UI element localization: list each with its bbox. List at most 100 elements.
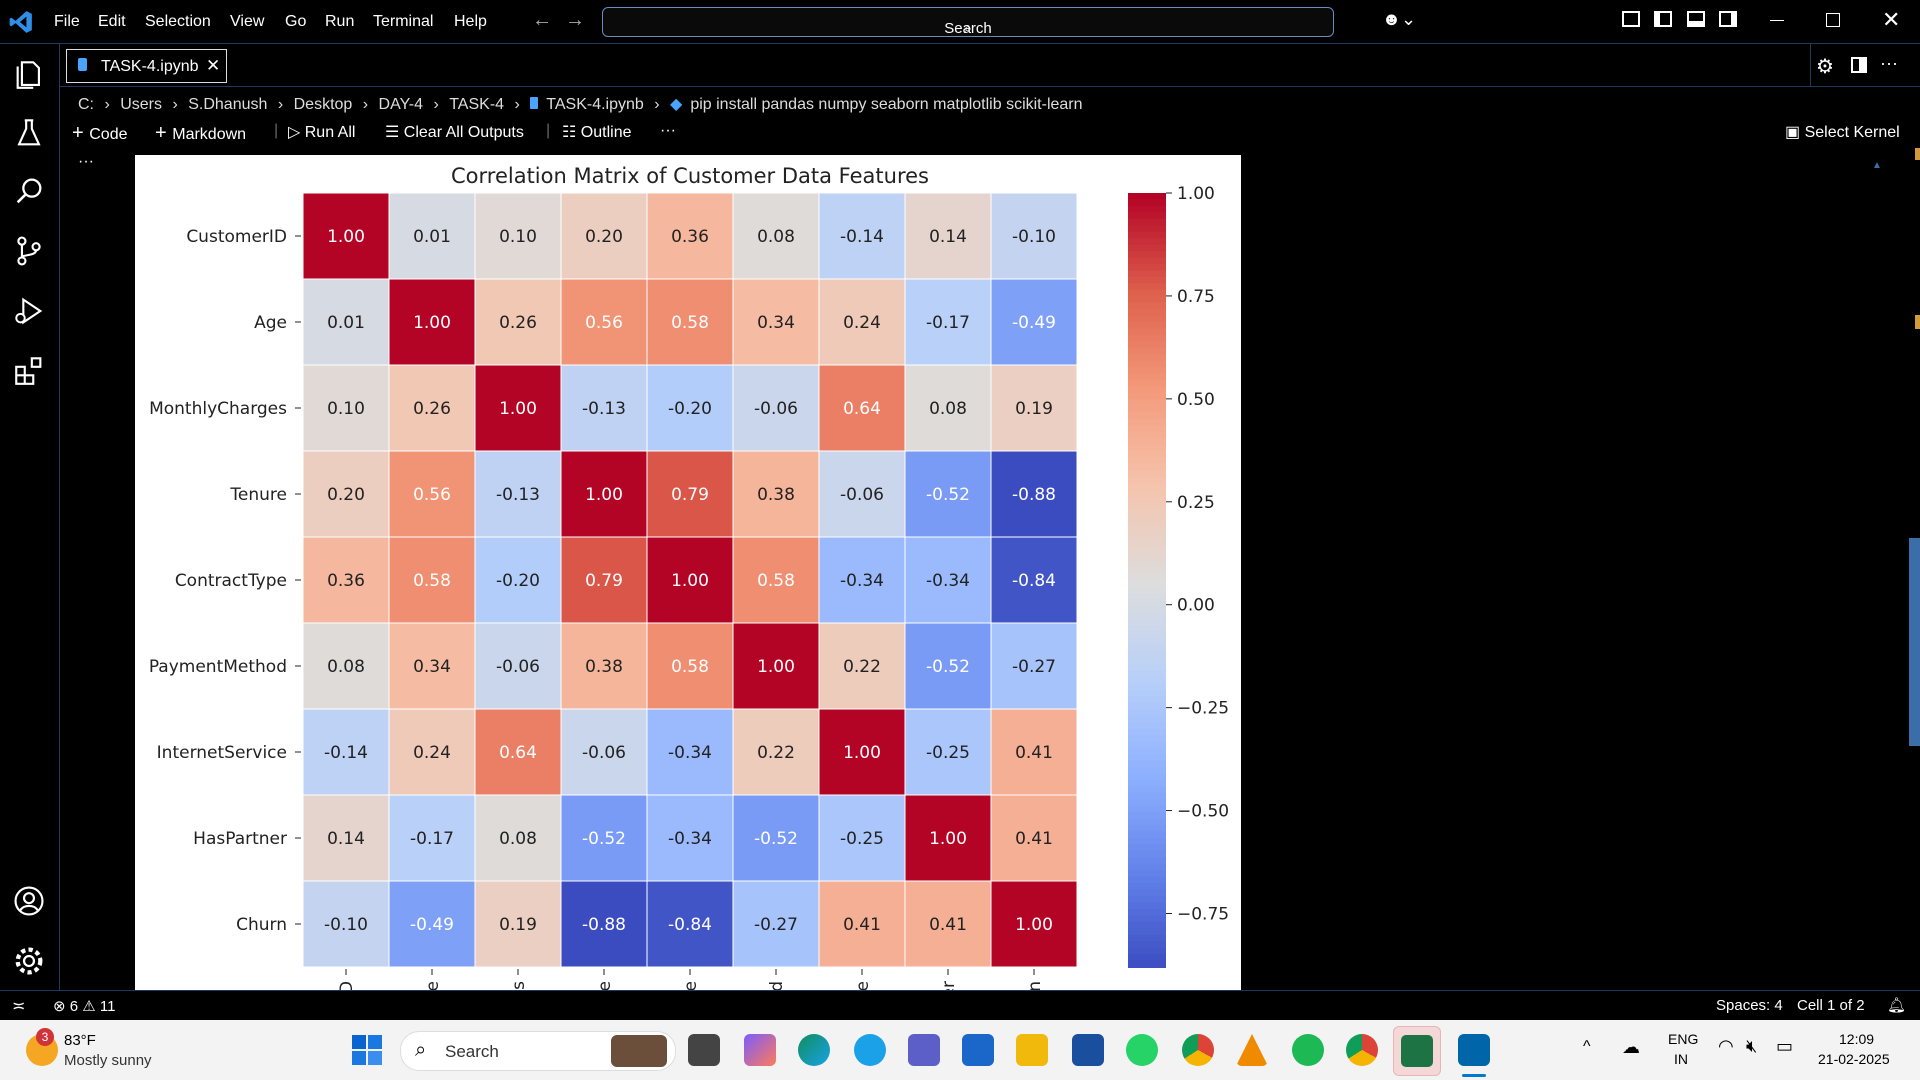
colorbar-segment [1128,560,1166,569]
forward-arrow-icon[interactable]: → [565,9,585,31]
weather-temperature[interactable]: 83°F [64,1032,96,1049]
heatmap-cell [646,708,734,796]
breadcrumb-file[interactable]: TASK-4.ipynb [546,96,644,113]
copilot-app-icon[interactable] [744,1034,776,1066]
cell-position-status[interactable]: Cell 1 of 2 [1797,997,1865,1014]
colorbar-segment [1128,625,1166,633]
show-hidden-icons-chevron-icon[interactable]: ^ [1583,1038,1591,1055]
clear-all-outputs-button[interactable]: ☰ Clear All Outputs [385,124,524,141]
close-window-icon[interactable]: ✕ [1882,7,1901,32]
cell-value-label: 0.14 [929,227,967,247]
breadcrumb-drive[interactable]: C: [78,96,94,113]
teams-icon[interactable] [908,1034,940,1066]
language-primary[interactable]: ENG [1668,1031,1699,1047]
toggle-panel-icon[interactable] [1687,11,1705,27]
add-code-cell-button[interactable]: + Code [72,122,128,144]
minimize-icon[interactable] [1770,20,1784,21]
menu-run[interactable]: Run [325,13,355,30]
task-view-icon[interactable] [688,1034,720,1066]
colorbar-segment [1128,405,1166,414]
spotify-icon[interactable] [1292,1034,1324,1066]
breadcrumb-cell[interactable]: pip install pandas numpy seaborn matplot… [690,96,1083,113]
toolbar-more-button[interactable]: ··· [660,122,676,139]
volume-muted-icon[interactable]: 🔇︎ [1746,1036,1758,1056]
heatmap-cell [474,708,562,796]
breadcrumb-day4[interactable]: DAY-4 [378,96,423,113]
manage-gear-icon[interactable] [12,944,46,978]
menu-go[interactable]: Go [285,13,307,30]
copilot-icon[interactable]: ☻⌄ [1382,9,1417,29]
battery-icon[interactable]: ▭ [1776,1036,1794,1056]
whatsapp-icon[interactable] [1126,1034,1158,1066]
wifi-icon[interactable]: ◠ [1718,1036,1734,1056]
file-explorer-icon[interactable] [1016,1034,1048,1066]
vlc-icon[interactable] [1236,1034,1268,1066]
chrome-icon[interactable] [1182,1034,1214,1066]
search-sidebar-icon[interactable] [12,174,46,208]
testing-flask-icon[interactable] [12,116,46,150]
menu-view[interactable]: View [230,13,265,30]
accounts-icon[interactable] [12,884,46,918]
clock-date[interactable]: 21-02-2025 [1818,1051,1890,1067]
colorbar-segment [1128,818,1166,827]
menu-file[interactable]: File [54,13,80,30]
toggle-secondary-sidebar-icon[interactable] [1719,11,1737,27]
breadcrumb-desktop[interactable]: Desktop [293,96,353,113]
cell-output-more-button[interactable]: ··· [78,153,94,170]
tab-close-icon[interactable]: ✕ [206,56,221,75]
run-debug-icon[interactable] [12,294,46,328]
cell-value-label: 1.00 [413,313,451,333]
weather-description[interactable]: Mostly sunny [64,1052,152,1069]
source-control-icon[interactable] [12,234,46,268]
menu-edit[interactable]: Edit [98,13,126,30]
get-help-icon[interactable] [854,1034,886,1066]
breadcrumb-user[interactable]: S.Dhanush [188,96,268,113]
heatmap-cell [388,536,476,624]
microsoft-store-icon[interactable] [1072,1034,1104,1066]
heatmap-cell [560,708,648,796]
menu-terminal[interactable]: Terminal [373,13,434,30]
outline-list-icon: ☷ [562,124,581,141]
command-center-search[interactable]: ⌕ Search [602,7,1334,37]
colorbar-tick-label: −0.25 [1177,699,1229,719]
notifications-bell-icon[interactable]: 🔔︎ [1887,997,1907,1014]
edge-browser-icon[interactable] [798,1034,830,1066]
more-actions-icon[interactable]: ··· [1880,53,1898,73]
heatmap-cell [560,794,648,882]
start-windows-icon[interactable] [352,1035,382,1065]
run-all-button[interactable]: ▷ Run All [288,124,356,141]
customize-layout-icon[interactable] [1622,11,1640,27]
taskbar-search-label: Search [445,1042,499,1061]
add-markdown-cell-button[interactable]: + Markdown [155,122,247,144]
tab-task4-notebook[interactable]: TASK-4.ipynb ✕ [66,49,227,83]
toggle-primary-sidebar-icon[interactable] [1654,11,1672,27]
vertical-scrollbar-thumb[interactable] [1909,538,1920,746]
taskbar-search-box[interactable]: ⌕ Search [400,1031,676,1071]
explorer-icon[interactable] [12,58,46,92]
onedrive-sync-icon[interactable]: ☁ [1622,1037,1640,1057]
scroll-up-icon[interactable]: ▲ [1872,160,1882,171]
colorbar-segment [1128,283,1166,291]
clock-time[interactable]: 12:09 [1839,1031,1875,1047]
indentation-status[interactable]: Spaces: 4 [1716,997,1783,1014]
chrome-profile-icon[interactable] [1346,1034,1378,1066]
remote-indicator-icon[interactable]: ≍ [12,998,26,1015]
problems-indicator[interactable]: ⊗ 6 ⚠ 11 [53,998,116,1015]
split-editor-icon[interactable] [1851,57,1867,73]
extensions-icon[interactable] [12,354,46,388]
excel-active-button[interactable] [1393,1026,1441,1076]
restore-icon[interactable] [1826,13,1840,27]
settings-gear-icon[interactable]: ⚙ [1816,56,1834,78]
mysql-workbench-icon[interactable] [962,1034,994,1066]
vscode-taskbar-icon[interactable] [1458,1034,1490,1066]
back-arrow-icon[interactable]: ← [532,9,552,31]
select-kernel-button[interactable]: ▣ Select Kernel [1785,124,1900,141]
menu-help[interactable]: Help [454,13,487,30]
outline-button[interactable]: ☷ Outline [562,124,632,141]
colorbar-segment [1128,908,1166,917]
language-secondary[interactable]: IN [1674,1051,1688,1067]
colorbar-segment [1128,580,1166,588]
breadcrumb-task4[interactable]: TASK-4 [449,96,505,113]
menu-selection[interactable]: Selection [145,13,211,30]
breadcrumb-users[interactable]: Users [120,96,162,113]
